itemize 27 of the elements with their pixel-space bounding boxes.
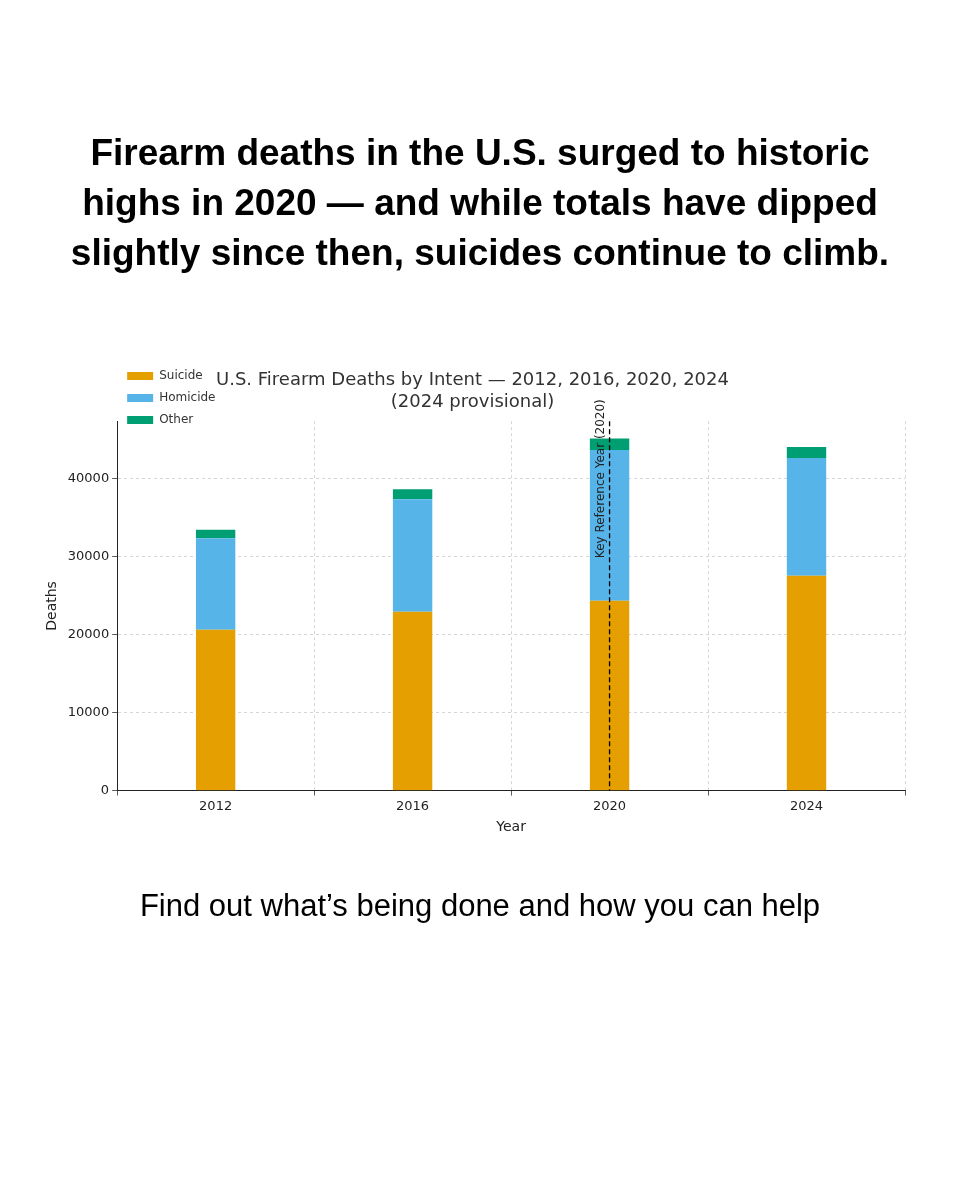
text: Find out what’s being done and how you can help	[138, 888, 822, 924]
x-tick-label: 2016	[396, 797, 430, 813]
y-tick-label: 20000	[67, 625, 110, 641]
bar	[195, 529, 236, 539]
bar	[786, 446, 827, 458]
bar	[786, 457, 827, 576]
y-tick-label: 10000	[67, 703, 110, 719]
bar	[195, 538, 236, 630]
y-axis-title: Deaths	[43, 581, 60, 631]
y-tick-label: 30000	[67, 547, 110, 563]
bar	[195, 629, 236, 791]
ref-line-label: Key Reference Year (2020)	[592, 399, 607, 559]
chart-title: Firearm deaths in the U.S. surged to historic highs in 2020 — and while totals have dipped slightly since then, suicides continue to climb.	[69, 131, 891, 275]
legend-label: Other	[159, 412, 194, 427]
bar	[589, 600, 630, 791]
y-tick-label: 40000	[67, 469, 110, 485]
x-tick-label: 2024	[789, 797, 824, 813]
x-tick-label: 2012	[199, 797, 233, 813]
bar	[392, 499, 433, 612]
legend-label: Suicide	[159, 368, 203, 383]
legend-label: Homicide	[159, 390, 216, 405]
bar	[392, 489, 433, 500]
y-tick-label: 0	[100, 781, 110, 797]
x-axis-title: Year	[495, 818, 527, 835]
bar	[392, 611, 433, 791]
bar	[786, 575, 827, 791]
x-tick-label: 2020	[593, 797, 627, 813]
